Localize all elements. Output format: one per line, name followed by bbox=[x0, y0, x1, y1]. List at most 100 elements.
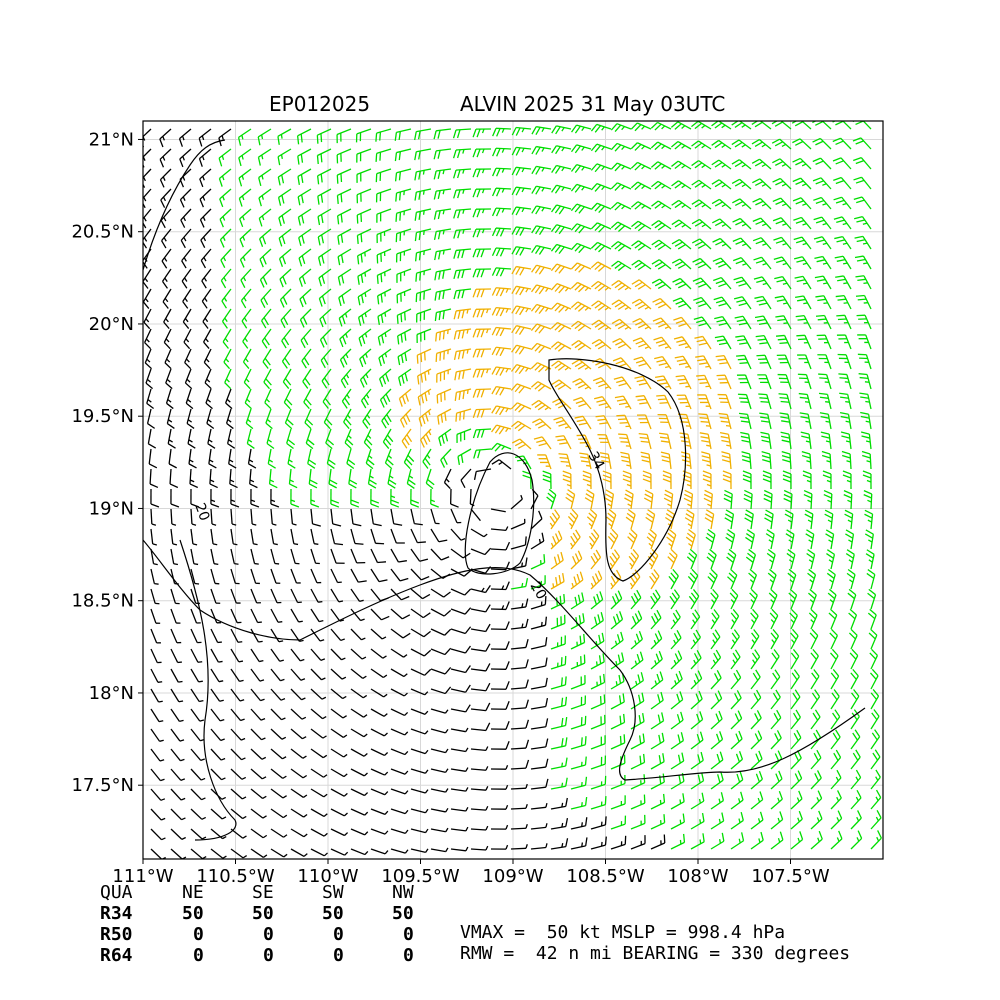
wind-barb bbox=[670, 121, 692, 130]
wind-barb bbox=[286, 428, 296, 450]
wind-barb bbox=[804, 509, 814, 530]
wind-barb bbox=[492, 167, 512, 177]
wind-barb bbox=[570, 675, 586, 690]
wind-barb bbox=[812, 137, 832, 150]
wind-barb bbox=[813, 216, 832, 230]
wind-barb bbox=[350, 548, 366, 564]
wind-barb bbox=[160, 188, 172, 208]
wind-barb bbox=[453, 228, 472, 239]
wind-barb bbox=[302, 368, 312, 389]
wind-barb bbox=[179, 148, 192, 168]
wind-barb bbox=[144, 328, 152, 350]
wind-barb bbox=[766, 548, 776, 570]
wind-barb bbox=[205, 388, 213, 410]
wind-barb bbox=[343, 408, 352, 430]
wind-barb bbox=[610, 590, 623, 610]
wind-barb bbox=[454, 388, 472, 401]
wind-barb bbox=[532, 418, 552, 430]
wind-barb bbox=[310, 648, 326, 661]
wind-barb bbox=[610, 672, 625, 690]
wind-barb bbox=[650, 161, 672, 170]
wind-barb bbox=[767, 568, 777, 590]
wind-barb bbox=[161, 248, 172, 269]
wind-barb bbox=[863, 490, 873, 510]
wind-barb bbox=[779, 412, 792, 430]
wind-barb bbox=[591, 300, 612, 311]
wind-barb bbox=[338, 308, 352, 327]
wind-barb bbox=[220, 248, 232, 268]
wind-barb bbox=[530, 616, 548, 630]
table-value-cell: 50 bbox=[322, 903, 344, 924]
wind-barb bbox=[470, 528, 488, 538]
wind-barb bbox=[433, 148, 452, 160]
wind-barb bbox=[337, 228, 352, 245]
wind-barb bbox=[161, 228, 172, 249]
wind-barb bbox=[370, 668, 388, 679]
wind-barb bbox=[769, 608, 779, 630]
wind-barb bbox=[591, 319, 612, 331]
wind-barb bbox=[163, 328, 172, 350]
wind-barb bbox=[806, 549, 816, 570]
wind-barb bbox=[510, 578, 529, 590]
wind-barb bbox=[861, 450, 872, 470]
wind-barb bbox=[472, 168, 492, 178]
wind-barb bbox=[346, 448, 356, 470]
wind-barb bbox=[571, 339, 592, 351]
wind-barb bbox=[170, 588, 180, 605]
wind-barb bbox=[670, 650, 683, 670]
wind-barb bbox=[787, 568, 797, 590]
wind-barb bbox=[491, 346, 512, 357]
wind-barb bbox=[390, 608, 411, 620]
wind-barb bbox=[317, 208, 332, 226]
wind-barb bbox=[570, 592, 585, 610]
wind-barb bbox=[277, 148, 292, 166]
wind-barb bbox=[399, 408, 412, 428]
wind-barb bbox=[330, 628, 345, 642]
wind-barb bbox=[396, 308, 412, 324]
wind-barb bbox=[182, 288, 192, 309]
wind-barb bbox=[610, 221, 632, 232]
wind-barb bbox=[305, 428, 315, 450]
wind-barb bbox=[250, 648, 264, 663]
table-value-cell: 50 bbox=[182, 903, 204, 924]
wind-barb bbox=[848, 628, 858, 650]
wind-barb bbox=[511, 146, 532, 156]
wind-barb bbox=[631, 240, 652, 251]
wind-barb bbox=[270, 568, 281, 584]
wind-barb bbox=[591, 338, 612, 350]
wind-barb bbox=[857, 353, 872, 370]
wind-barb bbox=[453, 288, 472, 300]
wind-barb bbox=[410, 548, 429, 562]
wind-barb bbox=[570, 262, 592, 273]
wind-barb bbox=[470, 547, 492, 556]
wind-barb bbox=[318, 288, 332, 307]
wind-barb bbox=[414, 148, 432, 161]
wind-barb bbox=[630, 161, 652, 171]
wind-barb bbox=[470, 585, 491, 594]
wind-barb bbox=[316, 168, 332, 185]
wind-barb bbox=[472, 188, 492, 198]
wind-barb bbox=[270, 608, 283, 623]
wind-barb bbox=[470, 643, 491, 652]
wind-barb bbox=[378, 348, 392, 367]
wind-barb bbox=[403, 448, 415, 470]
wind-barb bbox=[390, 528, 405, 544]
wind-barb bbox=[203, 328, 212, 350]
wind-barb bbox=[219, 188, 232, 208]
wind-barb bbox=[868, 628, 878, 650]
wind-barb bbox=[440, 448, 452, 468]
wind-barb bbox=[632, 337, 652, 350]
wind-barb bbox=[824, 509, 834, 530]
wind-barb bbox=[631, 220, 652, 232]
wind-barb bbox=[550, 530, 563, 550]
wind-barb bbox=[855, 275, 872, 290]
wind-barb bbox=[170, 548, 179, 566]
wind-barb bbox=[310, 628, 325, 642]
wind-barb bbox=[387, 468, 397, 489]
wind-barb bbox=[414, 248, 432, 262]
wind-barb bbox=[511, 186, 532, 196]
wind-barb bbox=[225, 388, 233, 410]
wind-barb bbox=[622, 470, 632, 490]
wind-barb bbox=[310, 528, 319, 545]
wind-barb bbox=[350, 648, 367, 660]
